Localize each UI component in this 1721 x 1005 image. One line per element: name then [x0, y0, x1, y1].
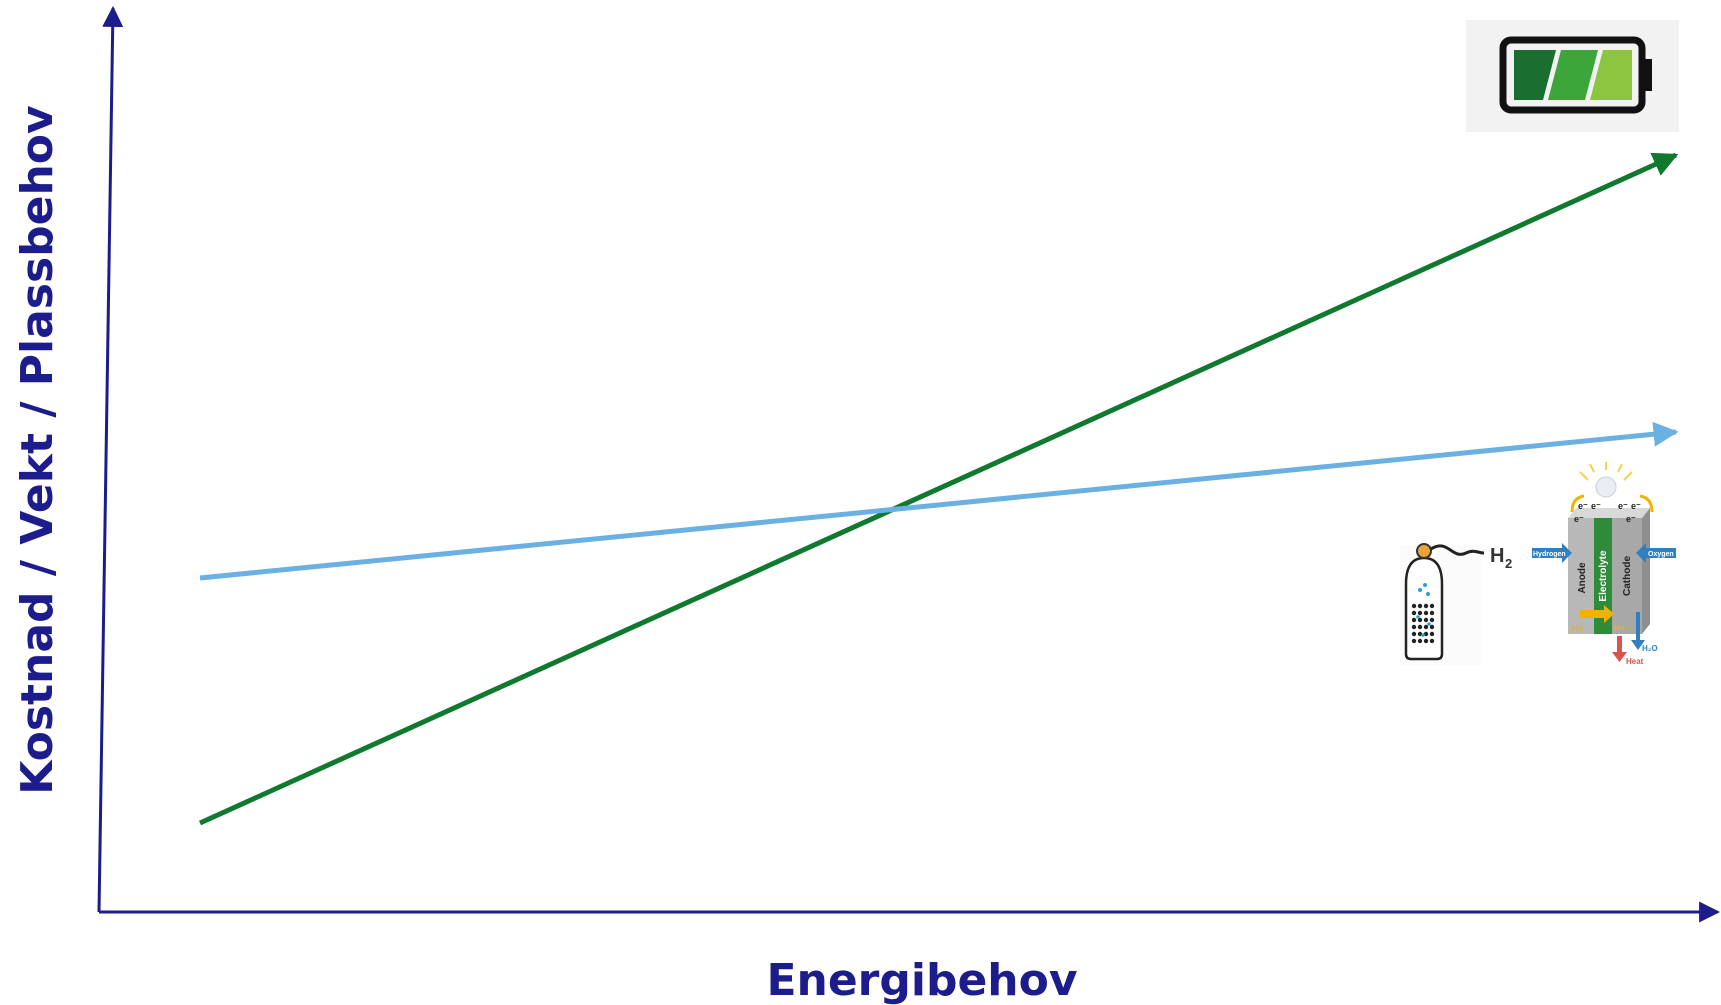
- electron-label-2: e⁻: [1591, 501, 1601, 511]
- proton-label-1: H+: [1572, 623, 1584, 633]
- cathode-label: Cathode: [1622, 556, 1633, 596]
- fuel-cell-icon: e⁻ e⁻ e⁻ e⁻ e⁻ e⁻ Hydrogen Oxygen Anode …: [1532, 462, 1676, 666]
- battery-icon: [1466, 20, 1679, 132]
- h2-label: H: [1490, 545, 1504, 567]
- hydrogen-line: [199, 421, 1679, 581]
- hydrogen-label: Hydrogen: [1533, 551, 1566, 558]
- electrolyte-label: Electrolyte: [1598, 550, 1609, 602]
- electron-label-6: e⁻: [1626, 514, 1636, 524]
- y-axis-title: Kostnad / Vekt / Plassbehov: [12, 105, 63, 795]
- proton-label-2: H+: [1614, 623, 1626, 633]
- electron-label-1: e⁻: [1578, 501, 1588, 511]
- h2-subscript: 2: [1505, 556, 1512, 571]
- electron-label-5: e⁻: [1574, 514, 1584, 524]
- x-axis-title: Energibehov: [766, 955, 1077, 1005]
- water-label: H₂O: [1642, 644, 1658, 653]
- electron-label-3: e⁻: [1618, 501, 1628, 511]
- oxygen-label: Oxygen: [1648, 551, 1674, 558]
- battery-line: [198, 152, 1679, 826]
- heat-label: Heat: [1626, 657, 1644, 666]
- electron-label-4: e⁻: [1631, 501, 1641, 511]
- anode-label: Anode: [1577, 562, 1588, 594]
- hydrogen-tank-icon: H 2: [1400, 543, 1512, 665]
- y-axis: [97, 5, 124, 913]
